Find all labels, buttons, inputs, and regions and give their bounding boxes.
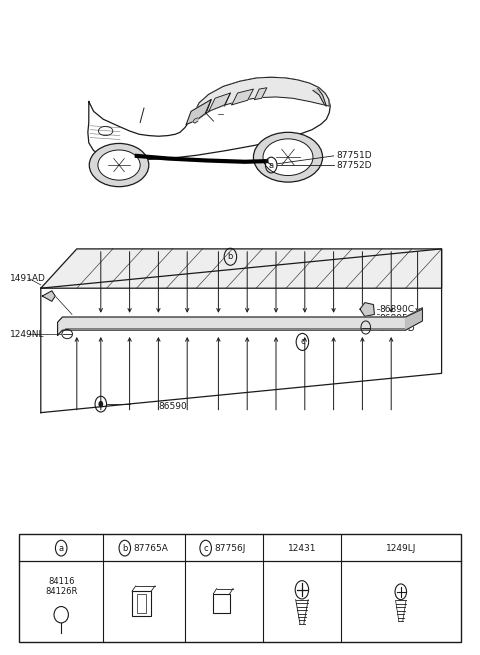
Polygon shape [360,303,374,316]
Text: 87751D: 87751D [336,151,372,160]
Polygon shape [254,88,267,100]
Polygon shape [88,77,330,160]
Text: 12431: 12431 [288,544,316,553]
Text: 86890C: 86890C [379,305,414,314]
Polygon shape [232,89,253,105]
Ellipse shape [263,139,313,176]
Text: 86895C: 86895C [379,314,414,323]
Text: 84126R: 84126R [45,588,77,596]
Text: 87756J: 87756J [214,544,246,553]
Ellipse shape [89,143,149,187]
Polygon shape [186,100,211,124]
Text: 84116: 84116 [48,578,74,586]
Polygon shape [41,249,442,413]
Text: 87759D: 87759D [379,324,415,333]
Polygon shape [193,118,198,123]
Text: 87765A: 87765A [133,544,168,553]
Polygon shape [406,309,422,330]
Polygon shape [209,93,230,111]
Text: c: c [204,544,208,553]
Polygon shape [313,88,326,106]
Text: 87752D: 87752D [336,160,372,170]
Circle shape [98,401,103,407]
Text: a: a [59,544,64,553]
Text: b: b [122,544,128,553]
Text: 1491AD: 1491AD [10,274,46,283]
Text: a: a [269,160,274,170]
Ellipse shape [253,132,323,182]
Polygon shape [42,291,55,301]
Polygon shape [41,249,442,288]
Polygon shape [58,308,422,335]
Text: 1249NL: 1249NL [10,329,44,339]
Text: c: c [300,337,305,346]
Text: 86590: 86590 [158,402,187,411]
Text: b: b [228,252,233,261]
Polygon shape [190,77,329,121]
Ellipse shape [98,150,140,180]
Text: 1249LJ: 1249LJ [385,544,416,553]
